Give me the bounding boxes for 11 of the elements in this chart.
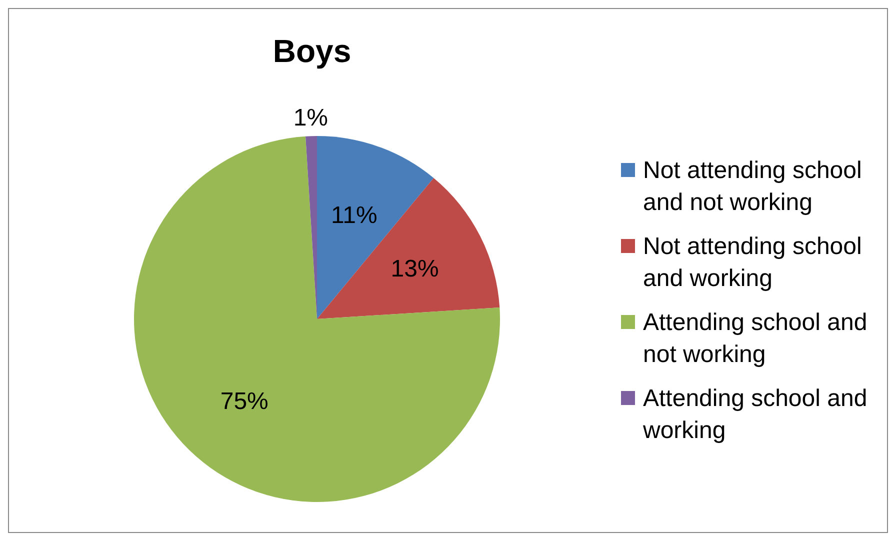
legend-label: Not attending school and not working <box>643 156 863 218</box>
data-label: 1% <box>293 104 328 132</box>
pie-slice <box>134 136 500 502</box>
legend-label: Attending school and not working <box>643 308 868 370</box>
data-label: 75% <box>220 388 268 415</box>
data-label: 13% <box>390 256 439 283</box>
legend-label: Attending school and working <box>643 384 868 446</box>
legend-label: Not attending school and working <box>643 232 863 294</box>
chart-title: Boys <box>272 33 352 70</box>
data-label: 11% <box>331 202 378 230</box>
pie-slice <box>317 178 500 319</box>
